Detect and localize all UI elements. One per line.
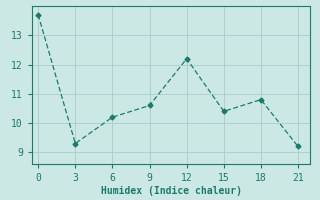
X-axis label: Humidex (Indice chaleur): Humidex (Indice chaleur): [101, 186, 242, 196]
